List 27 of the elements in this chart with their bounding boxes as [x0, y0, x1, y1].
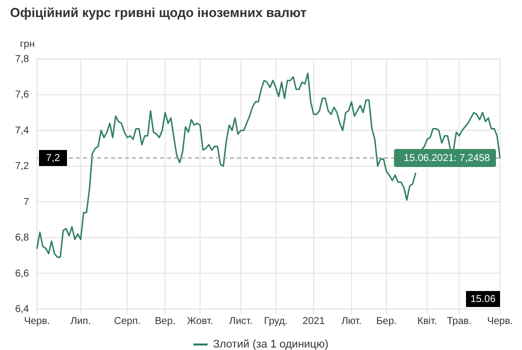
- annotation: 15.06: [470, 294, 496, 305]
- x-tick-label: Серп.: [114, 316, 141, 327]
- x-tick-label: Лют.: [341, 316, 362, 327]
- x-tick-label: Бер.: [376, 316, 397, 327]
- x-tick-label: Квіт.: [417, 316, 438, 327]
- y-tick-label: 6,6: [15, 268, 30, 280]
- x-tick-label: Трав.: [446, 316, 472, 327]
- y-axis-title: грн: [20, 39, 35, 50]
- y-tick-label: 7,6: [15, 90, 30, 101]
- x-tick-label: Лип.: [70, 316, 91, 327]
- x-tick-label: Вер.: [154, 316, 176, 327]
- y-tick-label: 6,8: [15, 232, 30, 244]
- x-tick-label: Жовт.: [187, 316, 214, 327]
- y-tick-label: 7,8: [15, 54, 30, 65]
- y-tick-label: 6,4: [15, 304, 30, 315]
- y-tick-label: 7,4: [15, 125, 30, 136]
- y-tick-label: 7: [23, 196, 30, 208]
- annotation: 15.06.2021: 7,2458: [404, 152, 490, 164]
- y-tick-label: 7,2: [15, 161, 30, 172]
- x-tick-label: Лист.: [229, 316, 253, 327]
- x-tick-label: 2021: [302, 316, 326, 327]
- x-tick-label: Черв.: [24, 316, 50, 327]
- chart-title: Офіційний курс гривні щодо іноземних валют: [10, 5, 307, 20]
- legend-label: Злотий (за 1 одиницю): [213, 338, 328, 350]
- x-tick-label: Черв.: [487, 316, 513, 327]
- ref-line-label: 7,2: [46, 152, 60, 164]
- x-tick-label: Груд.: [264, 316, 288, 327]
